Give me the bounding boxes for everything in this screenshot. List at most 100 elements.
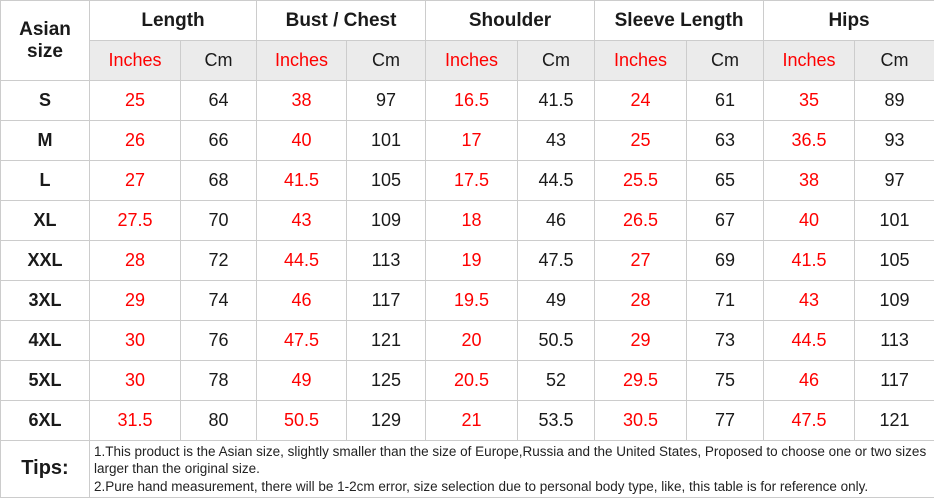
size-cell: 4XL [1,321,90,361]
value-cell: 53.5 [518,401,595,441]
unit-header-inches: Inches [257,41,347,81]
value-cell: 25.5 [595,161,687,201]
value-cell: 97 [347,81,426,121]
value-cell: 40 [257,121,347,161]
value-cell: 24 [595,81,687,121]
value-cell: 109 [347,201,426,241]
value-cell: 73 [687,321,764,361]
value-cell: 121 [855,401,934,441]
value-cell: 44.5 [518,161,595,201]
value-cell: 41.5 [518,81,595,121]
value-cell: 80 [181,401,257,441]
value-cell: 121 [347,321,426,361]
column-header-hips: Hips [764,1,934,41]
value-cell: 36.5 [764,121,855,161]
value-cell: 19 [426,241,518,281]
value-cell: 47.5 [764,401,855,441]
column-header-shoulder: Shoulder [426,1,595,41]
value-cell: 27 [595,241,687,281]
value-cell: 17.5 [426,161,518,201]
value-cell: 67 [687,201,764,241]
tips-label: Tips: [1,441,90,498]
value-cell: 89 [855,81,934,121]
value-cell: 125 [347,361,426,401]
tips-line-2: 2.Pure hand measurement, there will be 1… [94,478,930,495]
value-cell: 109 [855,281,934,321]
unit-header-cm: Cm [687,41,764,81]
value-cell: 43 [764,281,855,321]
value-cell: 66 [181,121,257,161]
value-cell: 71 [687,281,764,321]
value-cell: 65 [687,161,764,201]
value-cell: 17 [426,121,518,161]
unit-header-inches: Inches [426,41,518,81]
value-cell: 31.5 [90,401,181,441]
value-cell: 27 [90,161,181,201]
value-cell: 38 [257,81,347,121]
value-cell: 50.5 [518,321,595,361]
value-cell: 16.5 [426,81,518,121]
value-cell: 47.5 [257,321,347,361]
value-cell: 101 [347,121,426,161]
table-footer: Tips: 1.This product is the Asian size, … [1,441,934,498]
value-cell: 49 [257,361,347,401]
value-cell: 46 [257,281,347,321]
value-cell: 46 [518,201,595,241]
value-cell: 38 [764,161,855,201]
value-cell: 35 [764,81,855,121]
value-cell: 29 [90,281,181,321]
size-cell: 3XL [1,281,90,321]
value-cell: 43 [518,121,595,161]
value-cell: 63 [687,121,764,161]
value-cell: 19.5 [426,281,518,321]
value-cell: 113 [855,321,934,361]
value-cell: 30.5 [595,401,687,441]
size-cell: XXL [1,241,90,281]
value-cell: 117 [347,281,426,321]
value-cell: 129 [347,401,426,441]
value-cell: 47.5 [518,241,595,281]
unit-header-inches: Inches [595,41,687,81]
size-cell: L [1,161,90,201]
value-cell: 44.5 [764,321,855,361]
value-cell: 28 [90,241,181,281]
value-cell: 43 [257,201,347,241]
unit-header-inches: Inches [764,41,855,81]
value-cell: 20 [426,321,518,361]
column-header-sleeve-length: Sleeve Length [595,1,764,41]
value-cell: 21 [426,401,518,441]
value-cell: 49 [518,281,595,321]
size-cell: 5XL [1,361,90,401]
value-cell: 105 [855,241,934,281]
value-cell: 41.5 [257,161,347,201]
value-cell: 25 [90,81,181,121]
value-cell: 78 [181,361,257,401]
value-cell: 26 [90,121,181,161]
value-cell: 93 [855,121,934,161]
size-cell: S [1,81,90,121]
unit-header-cm: Cm [518,41,595,81]
value-cell: 101 [855,201,934,241]
tips-row: Tips: 1.This product is the Asian size, … [1,441,934,498]
size-cell: M [1,121,90,161]
value-cell: 113 [347,241,426,281]
unit-header-cm: Cm [181,41,257,81]
value-cell: 64 [181,81,257,121]
value-cell: 29.5 [595,361,687,401]
unit-header-cm: Cm [855,41,934,81]
value-cell: 117 [855,361,934,401]
column-header-bust-chest: Bust / Chest [257,1,426,41]
value-cell: 18 [426,201,518,241]
value-cell: 46 [764,361,855,401]
